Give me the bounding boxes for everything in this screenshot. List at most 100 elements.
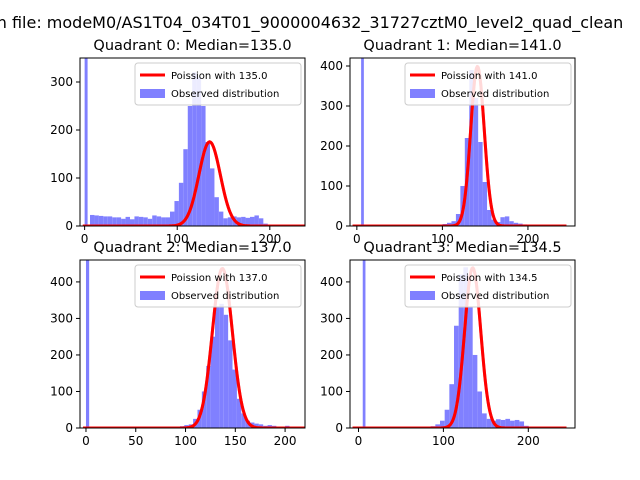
subplot-quadrant-0: 0 100 200 0 100 200 300 Quadrant 0: Median=135.…	[50, 38, 306, 246]
legend-label-poisson: Poission with 135.0	[171, 71, 267, 82]
legend-box	[134, 62, 302, 106]
histogram-bar	[435, 424, 440, 428]
x-tick-label: 150	[224, 434, 247, 448]
x-tick-label: 100	[432, 434, 455, 448]
histogram-bar	[121, 218, 126, 226]
subplot-quadrant-3: 0 100 200 0 100 200 300 400 Quadrant 3: Median=1…	[320, 240, 576, 448]
y-tick-label: 0	[65, 219, 73, 233]
y-tick-label: 400	[50, 275, 73, 289]
legend: Poission with 141.0 Observed distribution	[404, 62, 572, 106]
histogram-bar	[134, 216, 139, 226]
y-tick-label: 0	[335, 421, 343, 435]
y-tick-label: 200	[320, 348, 343, 362]
legend-label-observed: Observed distribution	[171, 291, 279, 302]
histogram-bar	[258, 424, 264, 428]
histogram-bar	[161, 217, 166, 226]
histogram-bar	[228, 340, 233, 428]
y-tick-label: 200	[320, 139, 343, 153]
histogram-bar	[455, 214, 461, 226]
subplot-quadrant-2: 0 50 100 150 200 0 100 200 300 400 Quadrant 2: Med…	[50, 240, 306, 448]
histogram-bar	[147, 218, 153, 226]
histogram-bar	[187, 106, 193, 226]
histogram-bar	[165, 217, 170, 226]
histogram-bar	[210, 168, 215, 226]
y-tick-label: 0	[335, 219, 343, 233]
histogram-bar	[486, 418, 492, 428]
histogram-bar	[444, 409, 450, 428]
histogram-bar	[482, 413, 487, 428]
x-tick-label: 200	[517, 434, 540, 448]
histogram-bar	[201, 391, 207, 428]
histogram-bar	[183, 149, 188, 226]
x-tick-label: 100	[431, 232, 454, 246]
histogram-bar	[250, 216, 255, 226]
histogram-bar	[477, 391, 483, 428]
histogram-bar	[201, 106, 206, 226]
histogram-bar	[232, 369, 237, 428]
histogram-bar	[496, 419, 501, 428]
histogram-bar	[241, 216, 246, 226]
histogram-bar	[258, 218, 264, 226]
subplot-title: Quadrant 3: Median=134.5	[363, 240, 561, 256]
histogram-bar	[90, 214, 95, 226]
histogram-bar	[504, 216, 510, 226]
legend-label-observed: Observed distribution	[171, 89, 279, 100]
subplot-title: Quadrant 0: Median=135.0	[93, 38, 291, 54]
histogram-bar	[98, 215, 104, 226]
x-tick-label: 50	[128, 434, 143, 448]
histogram-bar	[236, 217, 242, 226]
x-tick-label: 0	[82, 434, 90, 448]
histogram-bar	[254, 215, 259, 226]
x-tick-label: 100	[174, 434, 197, 448]
axes-frame	[79, 57, 306, 227]
histogram-bar	[454, 325, 459, 428]
histogram-spike-bar	[84, 58, 88, 226]
y-tick-label: 300	[320, 99, 343, 113]
poisson-curve-line-overlay	[82, 140, 305, 226]
figure-suptitle: n file: modeM0/AS1T04_034T01_9000004632_…	[0, 13, 623, 33]
y-tick-label: 100	[320, 384, 343, 398]
y-tick-label: 0	[65, 421, 73, 435]
histogram-bar	[519, 421, 525, 428]
y-tick-label: 100	[50, 384, 73, 398]
y-tick-label: 100	[50, 171, 73, 185]
histogram-bar	[451, 221, 456, 226]
x-tick-label: 200	[258, 232, 281, 246]
legend-box	[404, 62, 572, 106]
plot-area	[351, 58, 568, 226]
histogram-bar	[510, 420, 515, 428]
histogram-bar	[94, 215, 99, 226]
legend-bar-swatch	[410, 89, 435, 98]
axes-frame	[349, 259, 576, 429]
histogram-bar	[236, 398, 242, 428]
legend-label-poisson: Poission with 137.0	[171, 273, 267, 284]
plot-area	[82, 260, 305, 428]
histogram-bar	[514, 419, 520, 428]
histogram-bar	[473, 98, 479, 226]
histogram-bar	[478, 142, 483, 226]
histogram-bar	[223, 314, 229, 428]
x-tick-label: 200	[516, 232, 539, 246]
y-tick-label: 100	[320, 179, 343, 193]
legend-bar-swatch	[140, 89, 165, 98]
histogram-bar	[192, 72, 197, 226]
subplot-title: Quadrant 2: Median=137.0	[93, 240, 291, 256]
histogram-bar	[206, 365, 211, 428]
histogram-bar	[138, 216, 144, 226]
histogram-bar	[174, 201, 179, 226]
histogram-bar	[482, 182, 488, 226]
histogram-spike-bar	[85, 260, 90, 428]
y-tick-label: 400	[320, 59, 343, 73]
legend-bar-swatch	[140, 291, 165, 300]
histogram-bar	[223, 218, 228, 226]
histogram-bar	[196, 77, 202, 226]
y-tick-label: 200	[50, 123, 73, 137]
histogram-bar	[219, 303, 224, 428]
histogram-bar	[130, 219, 135, 226]
histogram-bar	[112, 217, 117, 226]
legend-box	[404, 264, 572, 308]
axes-frame	[349, 57, 576, 227]
histogram-bar	[214, 197, 219, 226]
histogram-bar	[103, 216, 108, 226]
histogram-bar	[469, 70, 474, 226]
